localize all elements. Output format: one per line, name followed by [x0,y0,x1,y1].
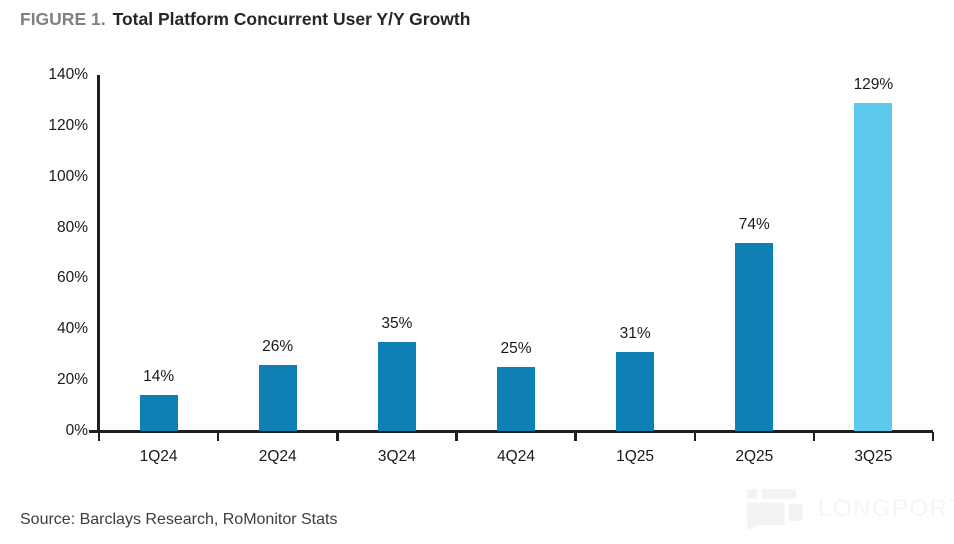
x-category-label: 3Q25 [854,448,893,465]
bar [497,367,535,431]
x-category-label: 1Q25 [616,448,655,465]
watermark-text: LONGPORT [818,495,954,522]
y-tick-label: 140% [48,66,88,83]
bar-value-label: 26% [262,337,294,355]
longport-logo-icon [747,489,803,529]
x-category-label: 3Q24 [377,448,416,465]
x-category-label: 2Q25 [735,448,774,465]
y-tick-label: 0% [65,422,88,439]
bar [377,342,416,431]
x-category-label: 2Q24 [258,448,297,465]
bar [258,364,297,431]
y-tick-label: 20% [56,371,88,389]
y-tick-label: 60% [56,269,88,287]
x-category-label: 1Q24 [139,448,178,465]
bar [854,103,893,431]
y-tick-label: 40% [56,320,88,338]
bar-value-label: 14% [143,368,175,386]
bar-value-label: 31% [619,325,651,343]
source-note: Source: Barclays Research, RoMonitor Sta… [20,511,338,528]
x-tick [812,432,816,441]
chart-title: Total Platform Concurrent User Y/Y Growt… [112,9,471,29]
x-tick [455,432,458,441]
page-title: FIGURE 1. Total Platform Concurrent User … [20,8,470,30]
bar-value-label: 35% [381,315,413,332]
bar [616,352,655,431]
x-tick [574,432,577,441]
y-tick-label: 100% [48,167,88,185]
bar-value-label: 74% [738,215,770,233]
bar [735,242,774,431]
x-tick [931,432,935,441]
x-tick [336,432,339,441]
figure-label: FIGURE 1. [20,9,106,29]
y-axis-line [97,75,100,432]
y-tick-label: 80% [56,218,88,236]
x-tick [216,432,220,441]
watermark: LONGPORT [747,489,954,529]
bar [139,395,178,431]
x-tick [97,432,101,441]
y-tick-label: 120% [48,116,88,134]
x-axis-line [89,429,933,433]
bar-value-label: 25% [500,340,532,358]
x-tick [693,432,696,441]
bar-value-label: 129% [853,76,894,93]
x-category-label: 4Q24 [497,448,535,465]
